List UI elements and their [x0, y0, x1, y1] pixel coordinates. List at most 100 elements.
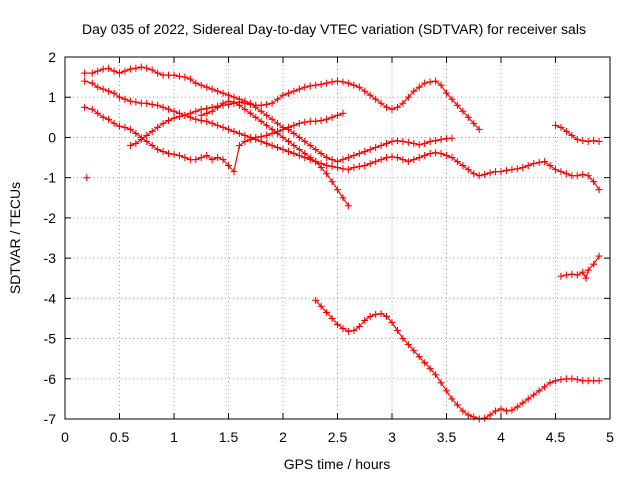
data-point — [143, 99, 151, 107]
data-point — [137, 135, 145, 143]
data-point — [443, 152, 450, 160]
data-point — [388, 137, 396, 145]
series-s6 — [312, 296, 603, 423]
data-point — [421, 139, 429, 147]
data-point — [312, 296, 320, 304]
data-point — [328, 162, 336, 170]
data-point — [573, 271, 581, 279]
data-point — [148, 66, 156, 74]
data-point — [432, 77, 440, 85]
x-tick-label: 2.5 — [328, 429, 348, 445]
data-point — [274, 144, 282, 151]
data-point — [105, 115, 113, 123]
data-point — [235, 141, 243, 149]
data-point — [246, 100, 254, 108]
data-point — [459, 107, 467, 115]
data-point — [252, 133, 260, 141]
data-point — [170, 150, 178, 158]
data-point — [165, 105, 173, 113]
grid — [65, 57, 610, 419]
data-point — [116, 122, 123, 130]
x-tick-label: 1 — [170, 429, 178, 445]
data-point — [350, 152, 358, 160]
x-tick-label: 4 — [497, 429, 505, 445]
data-point — [230, 127, 238, 135]
data-point — [393, 154, 401, 162]
series-s8 — [557, 252, 603, 282]
data-point — [432, 149, 440, 157]
data-point — [459, 407, 467, 415]
data-point — [459, 162, 467, 170]
data-point — [426, 365, 434, 373]
data-point — [508, 166, 516, 174]
data-point — [219, 123, 227, 131]
data-point — [197, 154, 205, 162]
data-point — [214, 121, 222, 129]
y-tick-label: -6 — [44, 371, 57, 387]
data-point — [165, 117, 173, 125]
data-point — [579, 268, 587, 276]
data-point — [497, 405, 505, 413]
data-point — [301, 83, 309, 91]
data-point — [235, 101, 243, 109]
data-point — [274, 119, 282, 127]
data-point — [170, 71, 178, 79]
data-point — [175, 72, 183, 80]
data-point — [377, 99, 385, 107]
data-point — [443, 89, 450, 97]
data-point — [475, 172, 483, 180]
series-s7 — [552, 121, 603, 145]
y-tick-label: 0 — [48, 129, 56, 145]
data-point — [323, 170, 331, 178]
data-point — [366, 312, 374, 320]
data-point — [121, 95, 129, 103]
data-point — [132, 129, 140, 137]
data-point — [312, 146, 320, 154]
data-point — [372, 95, 380, 103]
data-point — [159, 148, 167, 156]
data-point — [81, 69, 89, 77]
series-s2 — [81, 77, 603, 194]
data-point — [284, 148, 292, 156]
data-point — [230, 98, 238, 106]
data-point — [535, 387, 543, 395]
data-point — [557, 376, 565, 384]
data-point — [448, 134, 456, 142]
data-point — [448, 395, 456, 403]
series-line — [84, 106, 344, 173]
data-point — [584, 266, 592, 274]
data-point — [344, 202, 352, 210]
data-point — [290, 129, 298, 137]
data-point — [257, 133, 265, 141]
data-point — [557, 123, 565, 131]
data-point — [350, 81, 358, 89]
data-point — [192, 115, 200, 123]
data-point — [595, 377, 603, 385]
data-point — [186, 109, 194, 117]
data-point — [126, 65, 134, 73]
data-point — [279, 125, 287, 133]
data-point — [279, 146, 287, 154]
data-point — [323, 308, 331, 316]
data-point — [448, 95, 456, 103]
data-point — [546, 379, 554, 387]
data-point — [154, 146, 162, 154]
data-point — [464, 411, 472, 419]
chart-title: Day 035 of 2022, Sidereal Day-to-day VTE… — [82, 21, 586, 37]
data-point — [268, 125, 276, 133]
data-point — [590, 137, 598, 145]
data-point — [99, 85, 107, 93]
data-point — [148, 127, 156, 135]
data-point — [203, 152, 211, 160]
series-s5 — [197, 97, 352, 210]
data-point — [437, 379, 445, 387]
data-point — [116, 69, 123, 77]
data-point — [437, 81, 445, 89]
data-point — [317, 164, 325, 172]
x-tick-label: 0 — [61, 429, 69, 445]
data-point — [94, 109, 102, 117]
data-point — [306, 154, 314, 162]
data-point — [197, 111, 205, 119]
data-point — [492, 407, 500, 415]
data-point — [170, 107, 178, 115]
